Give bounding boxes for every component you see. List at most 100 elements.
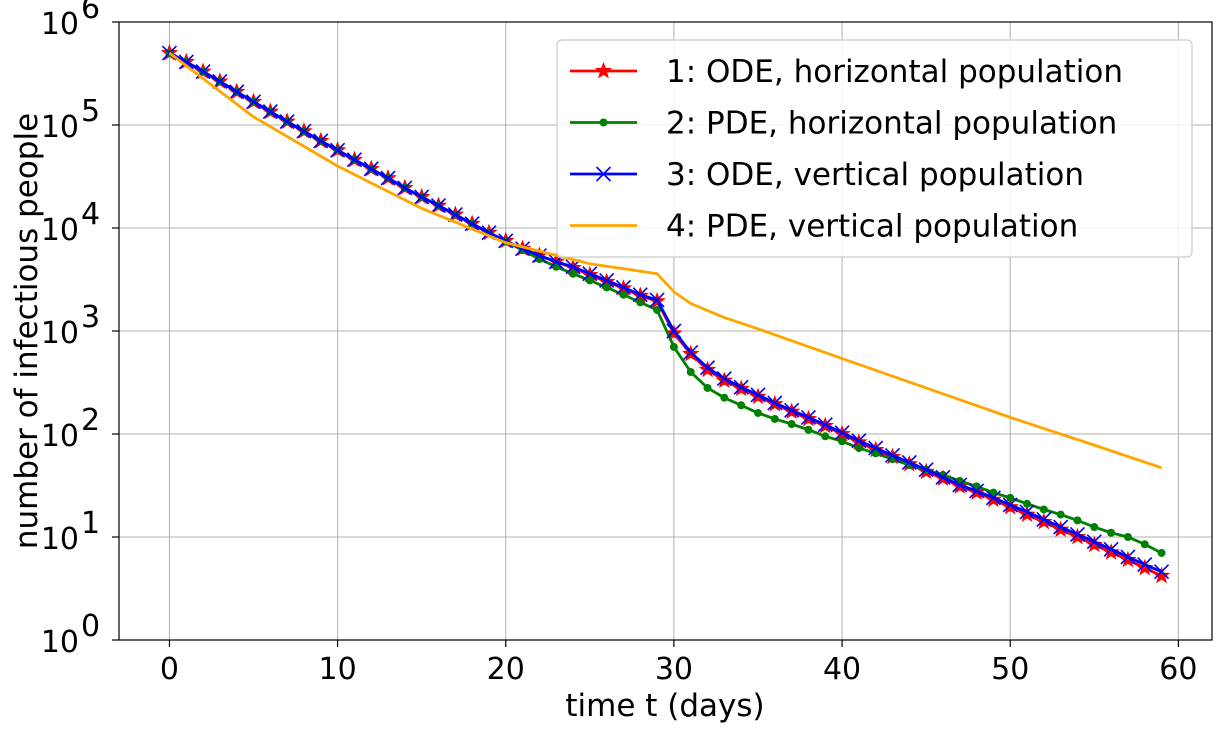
legend-box (556, 39, 1193, 258)
series-3-point (1120, 549, 1136, 565)
series-3-point (935, 469, 951, 485)
series-3-point (901, 454, 917, 470)
series-3-point (1137, 556, 1153, 573)
series-layer (160, 43, 1171, 584)
series-3-point (1069, 526, 1086, 542)
series-2-point (1090, 523, 1099, 532)
series-3-point (918, 462, 934, 478)
series-3-point (178, 54, 194, 70)
series-3-point (699, 360, 716, 376)
y-tick-exponent: 0 (81, 609, 100, 644)
series-3-point (582, 266, 598, 282)
series-2-point (602, 283, 611, 292)
y-tick-label: 10 (41, 625, 79, 660)
series-3-point (1086, 534, 1102, 550)
x-tick-label: 20 (487, 652, 525, 687)
x-axis-label: time t (days) (565, 688, 764, 724)
y-tick-label: 10 (41, 213, 79, 248)
series-2-point (686, 367, 695, 376)
x-tick-label: 40 (823, 652, 861, 687)
series-1-point (1136, 558, 1154, 576)
y-tick-exponent: 4 (81, 197, 100, 232)
series-2-point (770, 414, 779, 423)
y-tick-label: 10 (41, 110, 79, 145)
series-3-point (683, 344, 699, 360)
series-3-point (750, 387, 766, 403)
series-3-point (851, 433, 867, 449)
series-3-point (649, 292, 665, 308)
series-3-point (363, 161, 379, 177)
series-2-point (1107, 528, 1116, 537)
y-tick-base: 10 (41, 625, 79, 660)
series-4-line (168, 51, 1162, 470)
series-2-point (619, 290, 628, 299)
y-tick-base: 10 (41, 213, 79, 248)
series-1-point (1119, 550, 1137, 568)
series-3-point (380, 170, 396, 186)
series-1-point (1068, 527, 1087, 545)
legend-marker (599, 118, 608, 127)
series-3-point (666, 323, 682, 339)
series-2-point (753, 408, 762, 417)
series-2-point (1039, 505, 1048, 514)
legend-marker (595, 166, 612, 182)
y-tick-exponent: 5 (81, 94, 100, 129)
series-3-point (615, 279, 632, 295)
series-3-point (1153, 564, 1170, 580)
series-3-point (599, 272, 615, 288)
x-tick-label: 0 (160, 652, 179, 687)
series-2-point (585, 276, 594, 285)
series-1-point (1051, 520, 1070, 537)
series-3-point (784, 402, 800, 418)
legend-label: 2: PDE, horizontal population (666, 106, 1117, 142)
y-tick-base: 10 (41, 419, 79, 454)
x-tick-label: 10 (319, 652, 357, 687)
series-2-point (1123, 533, 1132, 541)
y-tick-base: 10 (41, 316, 79, 351)
y-tick-base: 10 (41, 7, 79, 42)
series-2-point (1006, 493, 1015, 502)
series-3-point (279, 113, 295, 130)
series-3-point (330, 142, 346, 158)
series-3-point (414, 189, 430, 205)
x-tick-label: 30 (655, 652, 693, 687)
series-2-point (838, 437, 847, 446)
y-tick-label: 10 (41, 316, 79, 351)
series-2-point (871, 449, 880, 458)
y-tick-exponent: 1 (81, 506, 100, 541)
series-2-point (1140, 540, 1149, 549)
series-2-point (804, 425, 813, 434)
series-3-point (1019, 504, 1035, 520)
series-2-point (989, 488, 998, 497)
y-tick-label: 10 (41, 522, 79, 557)
series-2-point (1056, 510, 1065, 519)
series-3-point (296, 123, 312, 139)
series-3-line (168, 51, 1163, 574)
y-tick-label: 10 (41, 419, 79, 454)
series-3-point (229, 84, 245, 100)
y-tick-exponent: 6 (81, 0, 100, 26)
series-3-point (733, 379, 749, 395)
legend-marker (594, 61, 613, 79)
series-2-point (821, 432, 830, 441)
series-2-point (653, 305, 662, 314)
series-3-point (245, 94, 262, 110)
series-3-point (515, 241, 531, 257)
legend-label: 3: ODE, vertical population (666, 157, 1084, 193)
series-3-point (969, 483, 985, 499)
y-tick-base: 10 (41, 110, 79, 145)
series-1-point (1102, 543, 1120, 560)
series-3-point (716, 371, 732, 387)
series-3-point (767, 395, 783, 411)
legend-label: 4: PDE, vertical population (666, 209, 1078, 245)
series-3-point (1053, 519, 1069, 535)
series-2-point (737, 401, 746, 410)
series-3-point (1036, 511, 1052, 528)
series-2-point (703, 383, 712, 392)
series-3-point (632, 287, 648, 303)
y-tick-base: 10 (41, 522, 79, 557)
series-3-point (430, 198, 447, 214)
y-tick-label: 10 (41, 7, 79, 42)
